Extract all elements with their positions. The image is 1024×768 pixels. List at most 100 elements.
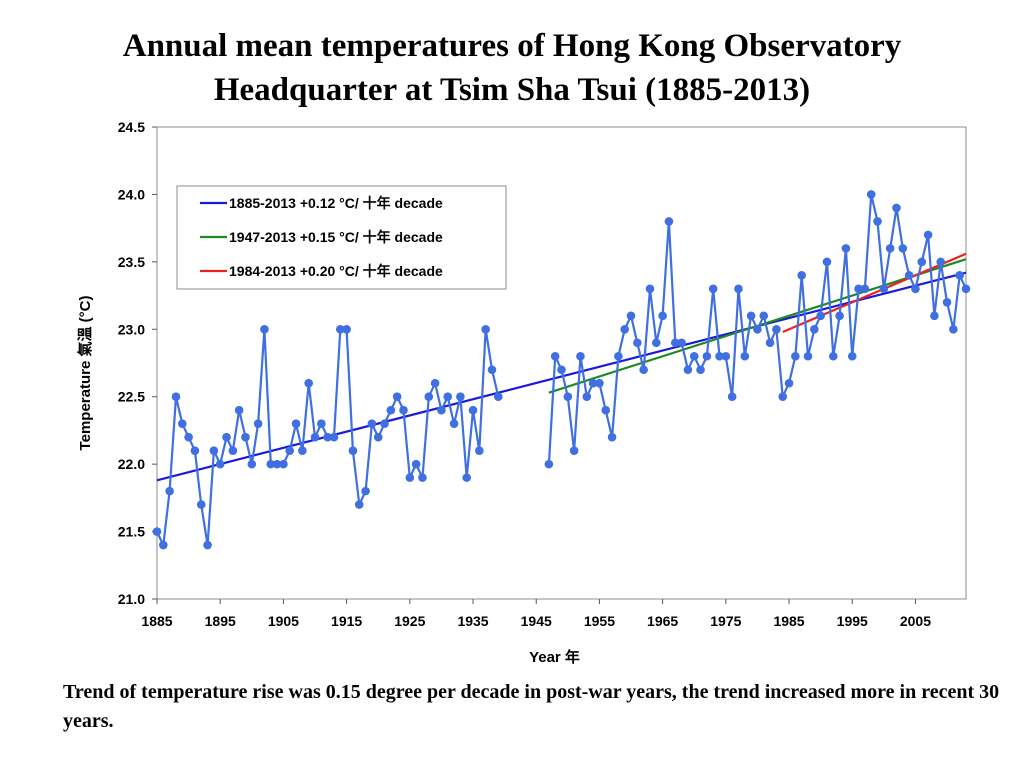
plot-frame xyxy=(156,126,967,600)
data-point xyxy=(171,392,181,402)
data-point xyxy=(885,244,895,253)
data-point xyxy=(487,365,497,375)
data-point xyxy=(304,378,313,388)
data-point xyxy=(917,257,927,267)
data-point xyxy=(923,230,933,240)
data-point xyxy=(601,405,611,415)
data-point xyxy=(708,284,718,294)
data-point xyxy=(683,365,693,375)
data-point xyxy=(285,446,295,455)
data-point xyxy=(222,432,231,442)
x-tick-label: 1925 xyxy=(394,613,425,629)
data-point xyxy=(380,419,389,428)
data-point xyxy=(456,392,465,402)
data-point xyxy=(152,527,162,536)
data-point xyxy=(866,190,876,199)
data-point xyxy=(177,419,187,428)
y-tick-label: 21.5 xyxy=(118,524,145,540)
data-point xyxy=(266,459,276,469)
data-point xyxy=(949,324,958,334)
data-point xyxy=(898,244,908,253)
data-point xyxy=(272,459,282,469)
legend-box xyxy=(176,185,507,290)
data-point xyxy=(310,432,320,442)
data-point xyxy=(215,459,225,469)
data-point xyxy=(942,298,952,307)
data-point xyxy=(841,244,851,253)
data-point xyxy=(784,378,794,388)
x-tick-label: 1935 xyxy=(457,613,488,629)
data-point xyxy=(582,392,592,402)
data-point xyxy=(430,378,440,388)
data-point xyxy=(639,365,648,375)
data-point xyxy=(493,392,503,402)
y-tick-label: 23.0 xyxy=(118,321,145,337)
data-point xyxy=(588,378,598,388)
data-point xyxy=(670,338,680,348)
y-axis-label: Temperature 氣溫 (°C) xyxy=(76,296,94,451)
data-point xyxy=(437,405,446,415)
y-tick-label: 21.0 xyxy=(118,591,145,607)
data-point xyxy=(544,459,554,469)
x-tick-label: 1885 xyxy=(141,613,172,629)
axes-layer: 21.0 21.5 22.0 22.5 23.0 23.5 24.0 24.5 1885 1895… xyxy=(118,119,967,629)
data-point xyxy=(835,311,844,321)
data-point xyxy=(873,217,882,226)
y-tick-label: 24.5 xyxy=(118,119,145,135)
data-point xyxy=(247,459,257,469)
data-point xyxy=(607,432,617,442)
x-tick-label: 1965 xyxy=(647,613,678,629)
y-tick-label: 22.5 xyxy=(118,389,145,405)
x-tick-label: 1915 xyxy=(331,613,362,629)
data-point xyxy=(955,271,964,280)
data-point xyxy=(203,540,212,550)
x-axis-label: Year 年 xyxy=(529,648,580,666)
x-tick-label: 1975 xyxy=(710,613,741,629)
data-point xyxy=(936,257,946,267)
data-point xyxy=(196,500,206,509)
slide-title: Annual mean temperatures of Hong Kong Ob… xyxy=(0,24,1024,112)
data-point xyxy=(475,446,484,455)
data-point xyxy=(765,338,775,348)
data-point xyxy=(443,392,453,402)
data-point xyxy=(462,473,471,482)
data-point xyxy=(241,432,250,442)
data-point xyxy=(778,392,788,402)
data-point xyxy=(892,203,901,213)
data-point xyxy=(803,351,813,361)
x-tick-label: 1985 xyxy=(773,613,804,629)
y-tick-label: 22.0 xyxy=(118,456,145,472)
data-point xyxy=(759,311,769,321)
data-point xyxy=(298,446,307,455)
x-tick-label: 2005 xyxy=(900,613,931,629)
data-point xyxy=(677,338,686,348)
data-point xyxy=(367,419,377,428)
x-tick-label: 1895 xyxy=(205,613,236,629)
data-point xyxy=(279,459,288,469)
data-point xyxy=(184,432,193,442)
data-point xyxy=(854,284,863,294)
data-point xyxy=(348,446,358,455)
data-point xyxy=(702,351,712,361)
data-point xyxy=(159,540,168,550)
data-point xyxy=(569,446,579,455)
data-point xyxy=(329,432,339,442)
x-tick-label: 1945 xyxy=(521,613,552,629)
data-point xyxy=(930,311,939,321)
data-point xyxy=(797,271,806,280)
data-point xyxy=(228,446,238,455)
data-point xyxy=(190,446,200,455)
data-point xyxy=(689,351,699,361)
y-tick-label: 24.0 xyxy=(118,186,145,202)
data-point xyxy=(550,351,560,361)
data-point xyxy=(847,351,857,361)
data-point xyxy=(260,324,269,334)
data-point xyxy=(468,405,478,415)
x-tick-label: 1995 xyxy=(837,613,868,629)
data-point xyxy=(810,324,819,334)
data-point xyxy=(595,378,604,388)
data-point xyxy=(633,338,642,348)
data-point xyxy=(418,473,427,482)
data-point xyxy=(753,324,762,334)
